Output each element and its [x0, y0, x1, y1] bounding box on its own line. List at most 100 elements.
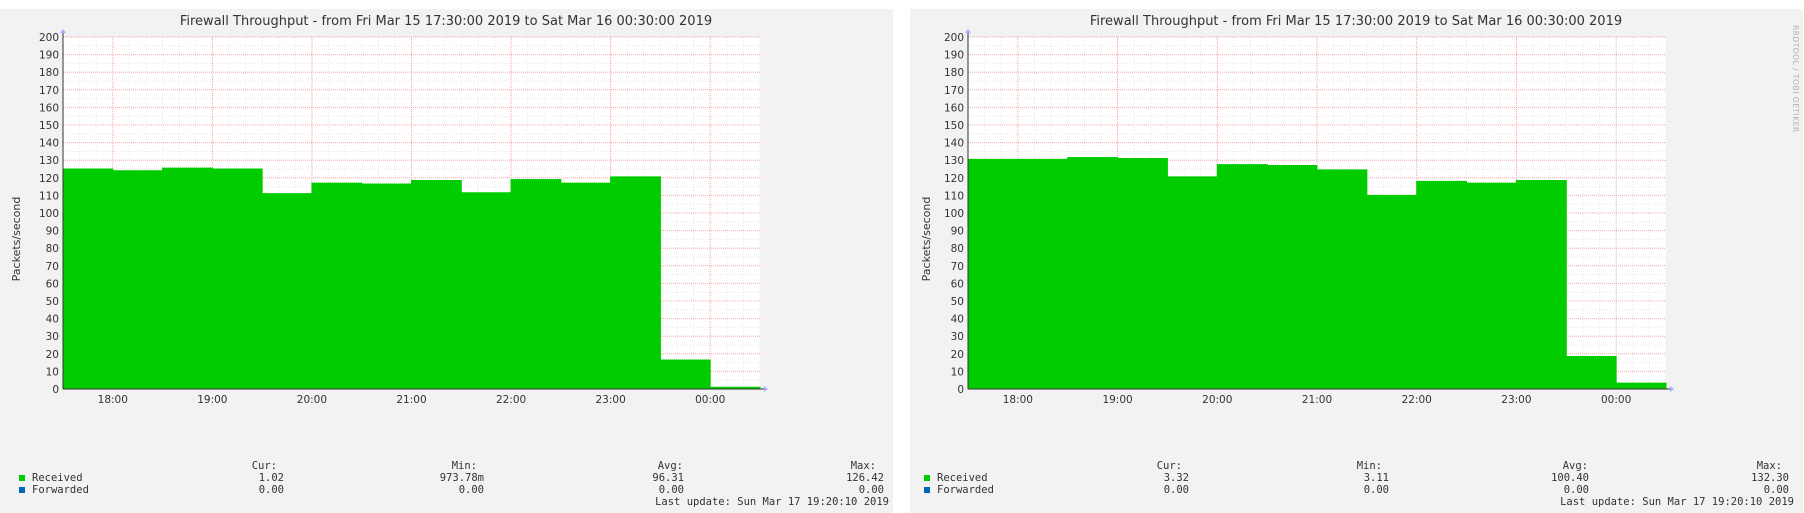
y-axis-label: Packets/second [10, 197, 23, 282]
y-tick-label: 80 [951, 243, 964, 255]
legend-swatch-forwarded [19, 487, 25, 493]
y-tick-label: 100 [39, 208, 59, 220]
forwarded-min-value: 0.00 [1364, 484, 1389, 496]
throughput-chart-right: Firewall Throughput - from Fri Mar 15 17… [920, 14, 1800, 508]
x-tick-label: 21:00 [396, 394, 426, 406]
received-cur-value: 1.02 [259, 472, 284, 484]
forwarded-min-value: 0.00 [459, 484, 484, 496]
legend-header-min: Min: [1357, 460, 1382, 472]
y-tick-label: 10 [951, 366, 964, 378]
received-area [62, 167, 761, 390]
x-tick-label: 00:00 [1601, 394, 1631, 406]
x-tick-label: 00:00 [695, 394, 725, 406]
y-tick-label: 180 [39, 67, 59, 79]
y-tick-label: 30 [46, 331, 59, 343]
x-tick-label: 20:00 [297, 394, 327, 406]
throughput-chart-left: Firewall Throughput - from Fri Mar 15 17… [10, 14, 893, 508]
received-max-value: 132.30 [1751, 472, 1789, 484]
x-tick-label: 18:00 [1003, 394, 1033, 406]
x-axis-arrow-icon [764, 386, 768, 392]
legend-swatch-received [19, 475, 25, 481]
legend-label-forwarded: Forwarded [32, 484, 89, 496]
y-tick-label: 170 [944, 85, 964, 97]
y-tick-label: 160 [944, 102, 964, 114]
y-tick-label: 180 [944, 67, 964, 79]
y-tick-label: 130 [944, 155, 964, 167]
last-update-text: Last update: Sun Mar 17 19:20:10 2019 [655, 496, 889, 508]
y-tick-label: 70 [951, 261, 964, 273]
x-tick-label: 22:00 [1402, 394, 1432, 406]
y-tick-label: 20 [951, 349, 964, 361]
y-tick-label: 100 [944, 208, 964, 220]
y-tick-label: 120 [944, 173, 964, 185]
y-tick-label: 70 [46, 261, 59, 273]
received-min-value: 973.78m [440, 472, 484, 484]
x-tick-label: 19:00 [1102, 394, 1132, 406]
y-axis-arrow-icon [60, 29, 66, 33]
y-tick-label: 90 [46, 226, 59, 238]
y-tick-label: 110 [39, 190, 59, 202]
y-tick-label: 0 [52, 384, 59, 396]
received-max-value: 126.42 [846, 472, 884, 484]
x-tick-label: 18:00 [98, 394, 128, 406]
y-tick-label: 90 [951, 226, 964, 238]
x-tick-label: 23:00 [1501, 394, 1531, 406]
y-tick-label: 10 [46, 366, 59, 378]
graph-panel-right: Firewall Throughput - from Fri Mar 15 17… [910, 9, 1803, 513]
y-tick-label: 0 [957, 384, 964, 396]
y-axis-arrow-icon [965, 29, 971, 33]
y-tick-label: 110 [944, 190, 964, 202]
forwarded-avg-value: 0.00 [659, 484, 684, 496]
y-tick-label: 170 [39, 85, 59, 97]
y-tick-label: 40 [951, 314, 964, 326]
graph-panel-left: Firewall Throughput - from Fri Mar 15 17… [0, 9, 893, 513]
y-tick-label: 140 [944, 138, 964, 150]
y-tick-label: 50 [951, 296, 964, 308]
legend-header-cur: Cur: [252, 460, 277, 472]
y-tick-label: 60 [951, 278, 964, 290]
x-tick-label: 22:00 [496, 394, 526, 406]
received-avg-value: 100.40 [1551, 472, 1589, 484]
received-min-value: 3.11 [1364, 472, 1389, 484]
y-tick-label: 200 [944, 32, 964, 44]
forwarded-max-value: 0.00 [1764, 484, 1789, 496]
legend-header-avg: Avg: [658, 460, 683, 472]
chart-title: Firewall Throughput - from Fri Mar 15 17… [1090, 14, 1622, 29]
rrdtool-watermark: RRDTOOL / TOBI OETIKER [891, 25, 893, 133]
legend-header-avg: Avg: [1563, 460, 1588, 472]
y-tick-label: 40 [46, 314, 59, 326]
y-tick-label: 120 [39, 173, 59, 185]
rrdtool-watermark: RRDTOOL / TOBI OETIKER [1791, 25, 1800, 133]
legend-label-forwarded: Forwarded [937, 484, 994, 496]
y-tick-label: 190 [944, 50, 964, 62]
legend-header-max: Max: [1757, 460, 1782, 472]
y-axis-label: Packets/second [920, 197, 933, 282]
y-tick-label: 140 [39, 138, 59, 150]
y-tick-label: 60 [46, 278, 59, 290]
legend-label-received: Received [32, 472, 83, 484]
legend-header-max: Max: [851, 460, 876, 472]
y-tick-label: 80 [46, 243, 59, 255]
y-tick-label: 200 [39, 32, 59, 44]
y-tick-label: 160 [39, 102, 59, 114]
x-tick-label: 19:00 [197, 394, 227, 406]
received-cur-value: 3.32 [1164, 472, 1189, 484]
last-update-text: Last update: Sun Mar 17 19:20:10 2019 [1560, 496, 1794, 508]
x-tick-label: 21:00 [1302, 394, 1332, 406]
forwarded-cur-value: 0.00 [1164, 484, 1189, 496]
forwarded-max-value: 0.00 [859, 484, 884, 496]
y-tick-label: 150 [944, 120, 964, 132]
x-tick-label: 20:00 [1202, 394, 1232, 406]
forwarded-cur-value: 0.00 [259, 484, 284, 496]
forwarded-avg-value: 0.00 [1564, 484, 1589, 496]
y-tick-label: 30 [951, 331, 964, 343]
y-tick-label: 50 [46, 296, 59, 308]
x-axis-arrow-icon [1670, 386, 1674, 392]
received-avg-value: 96.31 [652, 472, 684, 484]
y-tick-label: 150 [39, 120, 59, 132]
legend-header-cur: Cur: [1157, 460, 1182, 472]
legend-swatch-forwarded [924, 487, 930, 493]
y-tick-label: 130 [39, 155, 59, 167]
legend-header-min: Min: [452, 460, 477, 472]
y-tick-label: 20 [46, 349, 59, 361]
